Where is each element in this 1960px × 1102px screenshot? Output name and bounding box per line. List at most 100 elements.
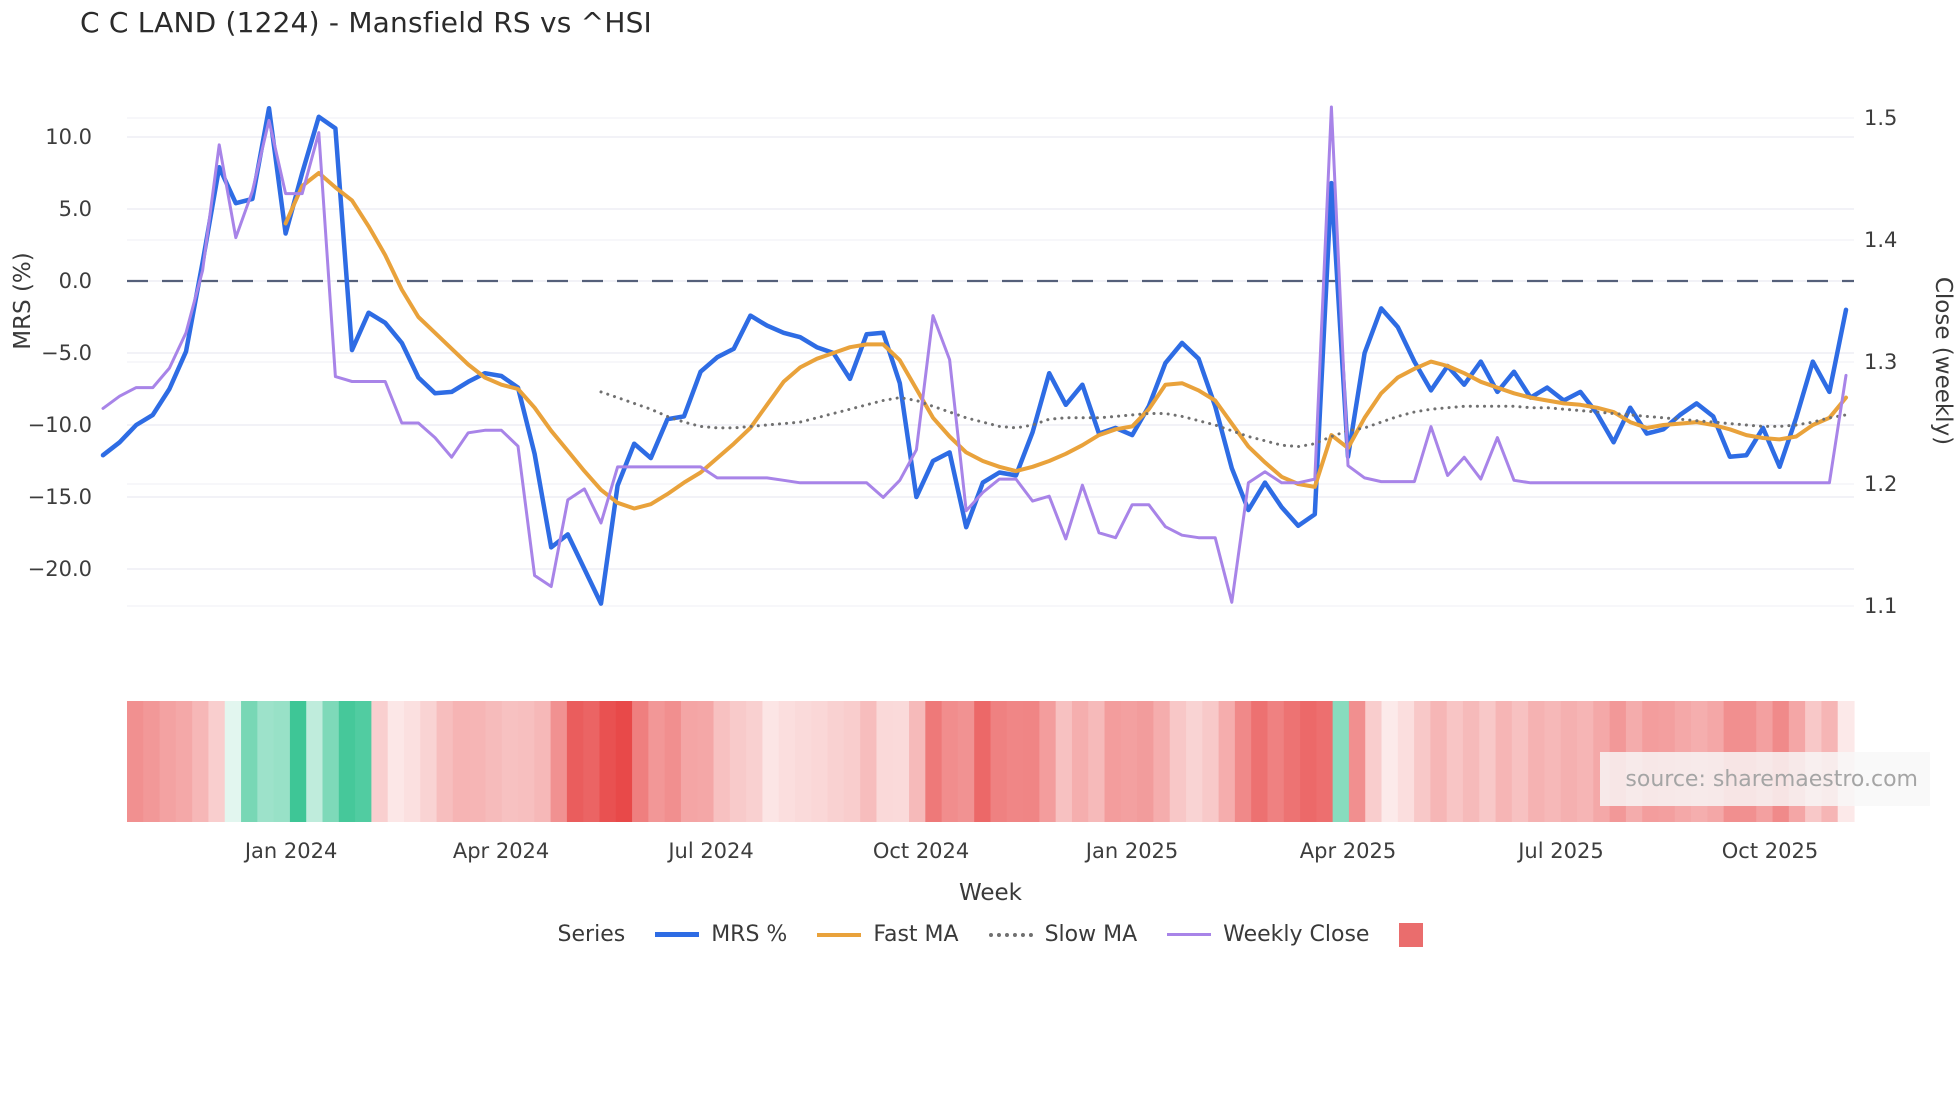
tick-label: 1.5 xyxy=(1864,106,1897,130)
mrs-line-swatch-icon xyxy=(655,932,700,937)
legend-item-label: MRS % xyxy=(711,922,788,947)
heatmap-cell xyxy=(224,701,242,822)
heatmap-cell xyxy=(1120,701,1138,822)
heatmap-cell xyxy=(1560,701,1578,822)
slow-ma-line xyxy=(599,390,1848,449)
tick-label: −10.0 xyxy=(28,413,92,437)
tick-label: 0.0 xyxy=(59,269,92,293)
heatmap-cell xyxy=(1039,701,1057,822)
heatmap-cell xyxy=(664,701,682,822)
heatmap-cell xyxy=(599,701,617,822)
heatmap-cell xyxy=(175,701,193,822)
heatmap-cell xyxy=(1495,701,1513,822)
heatmap-cell xyxy=(420,701,438,822)
heatmap-cell xyxy=(713,701,731,822)
legend-title: Series xyxy=(557,922,626,947)
heatmap-cell xyxy=(518,701,535,822)
tick-label: Oct 2024 xyxy=(873,839,969,863)
heatmap-cell xyxy=(241,701,258,822)
tick-label: Apr 2024 xyxy=(453,839,549,863)
weekly-close-line-swatch-icon xyxy=(1167,933,1212,936)
heatmap-cell xyxy=(1300,701,1317,822)
heatmap-cell xyxy=(534,701,552,822)
tick-label: Jan 2024 xyxy=(243,839,338,863)
heatmap-cell xyxy=(746,701,764,822)
tick-label: 1.3 xyxy=(1864,350,1897,374)
heatmap-cell xyxy=(1544,701,1562,822)
chart-title: C C LAND (1224) - Mansfield RS vs ^HSI xyxy=(80,6,653,39)
heatmap-cell xyxy=(583,701,601,822)
fast-ma-line xyxy=(283,171,1848,511)
heatmap-cell xyxy=(436,701,454,822)
heatmap-cell xyxy=(1479,701,1497,822)
heatmap-cell xyxy=(1381,701,1399,822)
heatmap-cell xyxy=(322,701,340,822)
heatmap-cell xyxy=(1511,701,1529,822)
heatmap-cell xyxy=(1218,701,1236,822)
heatmap-cell xyxy=(1071,701,1089,822)
heatmap-cell xyxy=(257,701,275,822)
heatmap-cell xyxy=(778,701,796,822)
heatmap-cell xyxy=(729,701,747,822)
heatmap-cell xyxy=(306,701,324,822)
legend-item-weekly-close[interactable]: Weekly Close xyxy=(1167,922,1369,947)
tick-label: Oct 2025 xyxy=(1722,839,1818,863)
heatmap-cell xyxy=(843,701,861,822)
heatmap-cell xyxy=(1251,701,1269,822)
heatmap-cell xyxy=(1104,701,1122,822)
legend-item-slow-ma[interactable]: Slow MA xyxy=(988,922,1138,947)
heatmap-cell xyxy=(892,701,910,822)
legend-item-mrs[interactable]: MRS % xyxy=(655,922,787,947)
heatmap-cell xyxy=(697,701,715,822)
heatmap-cell xyxy=(1397,701,1415,822)
tick-label: 1.2 xyxy=(1864,472,1897,496)
legend: Series MRS % Fast MA Slow MA Weekly Clos… xyxy=(127,922,1854,947)
heatmap-cell xyxy=(1316,701,1334,822)
legend-item-label: Weekly Close xyxy=(1223,922,1370,947)
heatmap-cell xyxy=(860,701,878,822)
heatmap-cell xyxy=(338,701,356,822)
heatmap-cell xyxy=(273,701,291,822)
heatmap-cell xyxy=(1153,701,1171,822)
heatmap-cell xyxy=(876,701,894,822)
heatmap-cell xyxy=(827,701,845,822)
heatmap-cell xyxy=(127,701,144,822)
tick-label: 1.4 xyxy=(1864,228,1897,252)
heatmap-cell xyxy=(941,701,959,822)
heatmap-cell xyxy=(1283,701,1301,822)
heatmap-cell xyxy=(355,701,372,822)
heatmap-cell xyxy=(1446,701,1464,822)
heatmap-cell xyxy=(371,701,389,822)
heatmap-cell xyxy=(1365,701,1383,822)
legend-item-label: Fast MA xyxy=(873,922,959,947)
fast-ma-line-swatch-icon xyxy=(817,932,862,937)
tick-label: Jan 2025 xyxy=(1084,839,1179,863)
tick-label: 1.1 xyxy=(1864,594,1897,618)
heatmap-cell xyxy=(925,701,943,822)
heatmap-cell xyxy=(794,701,812,822)
legend-item-fast-ma[interactable]: Fast MA xyxy=(817,922,959,947)
heatmap-cell xyxy=(990,701,1008,822)
x-axis-title: Week xyxy=(958,880,1022,906)
heatmap-cell xyxy=(1414,701,1431,822)
heatmap-cell xyxy=(208,701,226,822)
heatmap-cell xyxy=(1202,701,1220,822)
slow-ma-line-swatch-icon xyxy=(988,932,1033,937)
heatmap-cell xyxy=(1169,701,1187,822)
legend-item-label: Slow MA xyxy=(1044,922,1138,947)
left-axis-title: MRS (%) xyxy=(10,252,36,350)
heatmap-cell xyxy=(550,701,568,822)
tick-label: −20.0 xyxy=(28,557,92,581)
heatmap-swatch-icon[interactable] xyxy=(1399,922,1424,947)
heatmap-cell xyxy=(452,701,470,822)
source-watermark: source: sharemaestro.com xyxy=(1600,752,1930,806)
heatmap-cell xyxy=(1528,701,1546,822)
heatmap-cell xyxy=(811,701,829,822)
heatmap-cell xyxy=(648,701,666,822)
source-text: source: sharemaestro.com xyxy=(1625,766,1918,792)
right-axis-title: Close (weekly) xyxy=(1930,276,1956,446)
mrs--line xyxy=(100,105,1849,606)
tick-label: −15.0 xyxy=(28,485,92,509)
tick-label: Apr 2025 xyxy=(1300,839,1396,863)
heatmap-cell xyxy=(1186,701,1203,822)
